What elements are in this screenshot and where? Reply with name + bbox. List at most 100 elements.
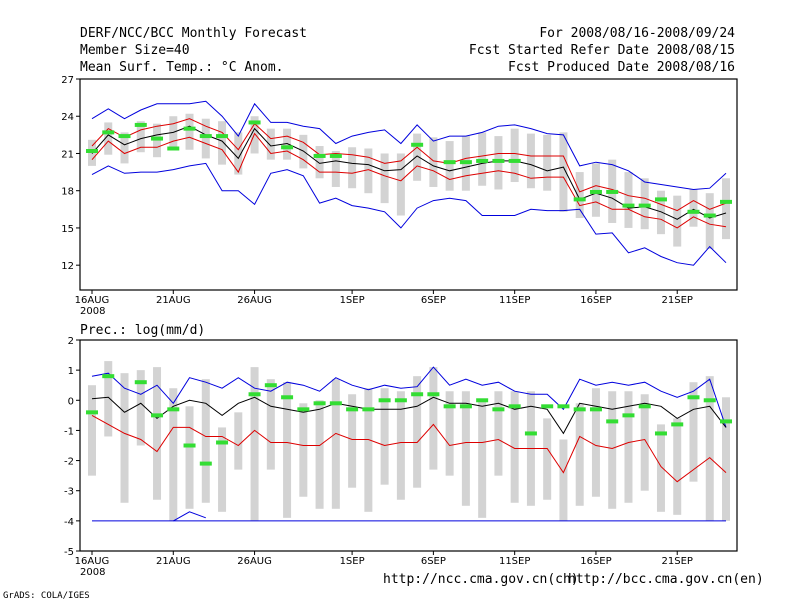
y-tick-label: 24 bbox=[61, 112, 74, 123]
spread-bar bbox=[120, 373, 129, 503]
reference-marker bbox=[281, 395, 294, 400]
reference-marker bbox=[573, 197, 586, 202]
y-tick-label: -2 bbox=[64, 457, 74, 468]
url-english-link[interactable]: http://bcc.cma.gov.cn(en) bbox=[568, 572, 764, 587]
reference-marker bbox=[281, 145, 294, 150]
spread-bar bbox=[689, 189, 698, 227]
url-chinese-link[interactable]: http://ncc.cma.gov.cn(ch) bbox=[383, 572, 579, 587]
spread-bar bbox=[185, 113, 194, 150]
precipitation-panel: -5 -4 -3 -2 -1 0 1 2 16AUG 21AUG 26AUG 1SEP 6SEP 11SE… bbox=[64, 336, 738, 578]
x-tick-label: 26AUG bbox=[237, 295, 272, 306]
spread-bar bbox=[656, 190, 665, 235]
series-line-mean bbox=[91, 125, 727, 220]
spread-bar bbox=[88, 385, 96, 476]
forecast-period-label: For 2008/08/16-2008/09/24 bbox=[539, 26, 735, 41]
spread-bar bbox=[136, 370, 145, 446]
reference-marker bbox=[459, 160, 472, 165]
reference-marker bbox=[167, 407, 180, 412]
reference-marker bbox=[216, 440, 229, 445]
reference-marker bbox=[622, 413, 635, 418]
reference-marker bbox=[524, 431, 537, 436]
spread-bar bbox=[120, 132, 129, 164]
spread-bar bbox=[250, 367, 259, 521]
x-tick-label: 16AUG bbox=[75, 295, 110, 306]
y-tick-label: 1 bbox=[68, 366, 74, 377]
spread-bar bbox=[185, 406, 194, 509]
spread-bar bbox=[689, 382, 698, 482]
spread-bar bbox=[543, 418, 552, 500]
plot-frame bbox=[79, 78, 738, 291]
spread-bar bbox=[283, 128, 292, 160]
reference-marker bbox=[394, 398, 407, 403]
chart-title: DERF/NCC/BCC Monthly Forecast bbox=[80, 26, 307, 41]
temperature-panel: 12 15 18 21 24 27 16AUG 21AUG 26AUG 1SEP 6SEP 11SEP… bbox=[61, 75, 738, 317]
spread-bar bbox=[429, 367, 438, 470]
spread-bar bbox=[266, 128, 275, 160]
spread-bar bbox=[348, 147, 357, 189]
spread-bar bbox=[396, 153, 405, 216]
reference-marker bbox=[443, 404, 456, 409]
spread-bar bbox=[510, 391, 519, 503]
spread-bar bbox=[478, 400, 487, 518]
y-tick-label: -1 bbox=[64, 426, 74, 437]
spread-bar bbox=[348, 394, 357, 488]
reference-marker bbox=[183, 126, 196, 131]
reference-marker bbox=[606, 419, 619, 424]
y-tick-label: 21 bbox=[61, 149, 74, 160]
x-tick-label: 16SEP bbox=[580, 295, 611, 306]
reference-marker bbox=[329, 401, 342, 406]
spread-bar bbox=[331, 379, 340, 509]
x-tick-label: 6SEP bbox=[421, 295, 446, 306]
reference-marker bbox=[687, 209, 700, 214]
reference-marker bbox=[86, 410, 98, 415]
reference-marker bbox=[703, 213, 716, 218]
x-tick-label: 21AUG bbox=[156, 295, 191, 306]
reference-marker bbox=[264, 383, 277, 388]
spread-bar bbox=[201, 379, 210, 503]
reference-marker bbox=[134, 122, 147, 127]
series-line-mean bbox=[91, 396, 727, 435]
spread-bar bbox=[413, 133, 422, 181]
spread-bar bbox=[445, 391, 454, 476]
spread-bar bbox=[153, 367, 162, 500]
reference-marker bbox=[378, 398, 391, 403]
y-tick-label: 0 bbox=[68, 396, 74, 407]
precip-panel-title: Prec.: log(mm/d) bbox=[80, 323, 206, 338]
spread-bar bbox=[169, 116, 178, 150]
reference-marker bbox=[183, 443, 196, 448]
reference-marker bbox=[589, 407, 602, 412]
y-tick-label: -5 bbox=[64, 547, 74, 558]
reference-marker bbox=[476, 158, 489, 163]
reference-marker bbox=[248, 120, 261, 125]
reference-marker bbox=[492, 407, 505, 412]
spread-bar bbox=[673, 195, 682, 247]
y-tick-label: 27 bbox=[61, 75, 74, 86]
reference-marker bbox=[102, 374, 115, 379]
spread-bar bbox=[543, 134, 552, 191]
reference-marker bbox=[427, 392, 440, 397]
reference-marker bbox=[362, 407, 375, 412]
spread-bar bbox=[396, 391, 405, 500]
reference-marker bbox=[541, 404, 554, 409]
spread-bar bbox=[673, 418, 682, 515]
y-tick-label: 15 bbox=[61, 224, 74, 235]
spread-bar bbox=[315, 400, 324, 509]
spread-bar bbox=[494, 391, 503, 476]
x-tick-label: 21AUG bbox=[156, 556, 191, 567]
spread-bar bbox=[461, 391, 470, 506]
reference-marker bbox=[167, 146, 180, 151]
series-line-mean_minus bbox=[91, 414, 727, 483]
reference-marker bbox=[411, 142, 424, 147]
spread-bar bbox=[705, 193, 714, 250]
reference-marker bbox=[313, 153, 326, 158]
spread-bar bbox=[656, 424, 665, 512]
spread-bar bbox=[640, 394, 649, 491]
spread-bar bbox=[559, 439, 568, 521]
reference-marker bbox=[118, 134, 131, 139]
spread-bar bbox=[413, 376, 422, 488]
spread-bar bbox=[364, 148, 373, 194]
reference-marker bbox=[346, 407, 359, 412]
x-tick-label: 21SEP bbox=[662, 295, 693, 306]
y-tick-label: -3 bbox=[64, 487, 74, 498]
